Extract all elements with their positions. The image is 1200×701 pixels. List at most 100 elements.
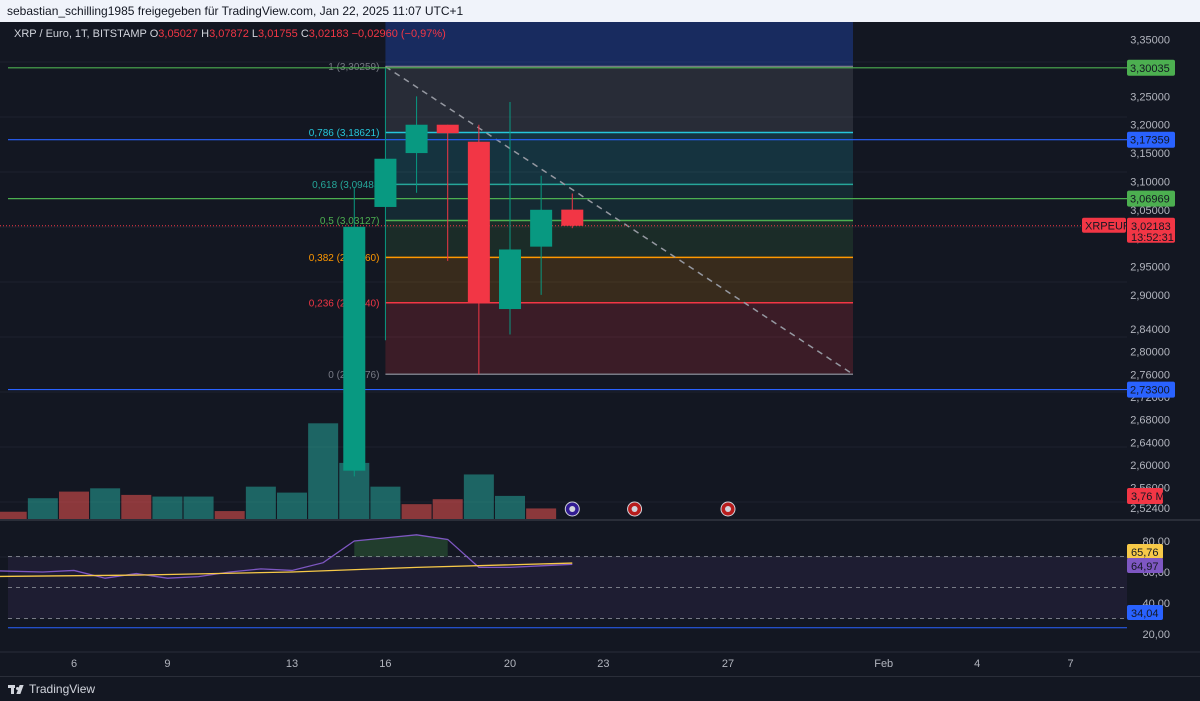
volume-bar: [495, 495, 525, 519]
candles: [343, 68, 584, 477]
volume-bar: [0, 511, 27, 519]
footer: TradingView: [0, 676, 1200, 701]
volume-bars: [0, 423, 557, 519]
y-tick-label: 2,80000: [1130, 347, 1170, 359]
price-axis: 3,350003,300003,250003,200003,150003,100…: [1082, 35, 1175, 515]
volume-bar: [370, 486, 401, 519]
y-tick-label: 2,52400: [1130, 503, 1170, 515]
price-line-tag: [1127, 190, 1175, 207]
fib-level-label: 0,618 (3,09485: [312, 180, 380, 191]
share-text: sebastian_schilling1985 freigegeben für …: [7, 4, 464, 18]
volume-bar: [277, 492, 307, 519]
candle-body: [405, 124, 428, 154]
price-line-tag-label: 3,30035: [1130, 63, 1170, 75]
candle-body: [436, 124, 459, 134]
volume-bar: [214, 511, 245, 519]
legend-open: 3,05027: [158, 28, 201, 40]
volume-bar: [463, 474, 494, 519]
fib-zone: [385, 132, 853, 185]
legend-low: 3,01755: [258, 28, 301, 40]
symbol-tag-label: XRPEUR: [1085, 220, 1131, 232]
horizontal-lines: [8, 67, 1127, 391]
chart-background: [0, 22, 1200, 676]
x-tick-label: 4: [974, 658, 980, 670]
fib-zone: [385, 220, 853, 258]
price-line-tag: [1127, 59, 1175, 76]
y-tick-label: 2,84000: [1130, 324, 1170, 336]
rsi-ma-tag: [1127, 544, 1163, 559]
rsi-tag-label: 64,97: [1131, 561, 1159, 573]
fib-zone: [385, 184, 853, 221]
legend-symbol: XRP / Euro, 1T, BITSTAMP: [14, 28, 150, 40]
x-tick-label: 9: [164, 658, 170, 670]
volume-bar: [401, 504, 432, 519]
legend-high: 3,07872: [209, 28, 252, 40]
legend-high-label: H: [201, 28, 209, 40]
price-line-tag-label: 2,73300: [1130, 385, 1170, 397]
y-tick-label: 2,60000: [1130, 460, 1170, 472]
volume-bar: [59, 491, 89, 519]
fib-zone: [385, 257, 853, 303]
y-tick-label: 3,35000: [1130, 35, 1170, 47]
fibonacci-retracement: 1 (3,30259)0,786 (3,18621)0,618 (3,09485…: [309, 22, 854, 381]
fib-zone: [385, 66, 853, 133]
price-line-tag-label: 3,17359: [1130, 135, 1170, 147]
volume-bar: [432, 499, 463, 519]
brand-label: TradingView: [29, 682, 96, 696]
candle-body: [530, 209, 553, 247]
candle-body: [374, 158, 397, 207]
volume-bar: [152, 496, 183, 519]
y-tick-label: 3,10000: [1130, 176, 1170, 188]
y-tick-label: 2,64000: [1130, 437, 1170, 449]
price-line-tag: [1127, 131, 1175, 148]
fib-top-band: [385, 22, 853, 67]
x-tick-label: 16: [379, 658, 391, 670]
countdown-label: 13:52:31: [1131, 232, 1174, 244]
legend-low-label: L: [252, 28, 258, 40]
price-line-tag-label: 3,06969: [1130, 194, 1170, 206]
price-line-tag: [1127, 381, 1175, 398]
x-tick-label: 27: [722, 658, 734, 670]
time-axis: 6 9 13 16 20 23 27 Feb 4 7: [71, 658, 1074, 670]
y-tick-label: 2,76000: [1130, 369, 1170, 381]
volume-tag-label: 3,76 M: [1131, 491, 1165, 503]
fib-level-label: 0,5 (3,03127): [320, 216, 380, 227]
volume-bar: [308, 423, 339, 519]
x-tick-label: 6: [71, 658, 77, 670]
candle-body: [561, 209, 584, 226]
fib-zone: [385, 302, 853, 375]
tradingview-logo-icon: [8, 684, 24, 694]
y-tick-label: 3,15000: [1130, 148, 1170, 160]
y-tick-label: 2,95000: [1130, 262, 1170, 274]
fib-level-label: 0,786 (3,18621): [309, 128, 380, 139]
rsi-tag: [1127, 558, 1163, 573]
x-tick-label: 7: [1068, 658, 1074, 670]
current-price-label: 3,02183: [1131, 221, 1171, 233]
volume-bar: [90, 488, 121, 519]
y-tick-label: 2,90000: [1130, 290, 1170, 302]
rsi-line: [0, 534, 573, 579]
y-tick-label: 3,05000: [1130, 205, 1170, 217]
price-chart[interactable]: 1 (3,30259)0,786 (3,18621)0,618 (3,09485…: [0, 22, 1200, 676]
legend-open-label: O: [150, 28, 159, 40]
tradingview-logo[interactable]: TradingView: [8, 682, 95, 696]
candle-body: [499, 249, 521, 310]
rsi-band-tag-label: 34,04: [1131, 608, 1159, 620]
lightning-icon-dot: [569, 506, 576, 512]
current-price-tag: [1127, 217, 1175, 243]
event-markers: [564, 501, 736, 517]
volume-bar: [121, 494, 152, 519]
y-tick-label: 2,68000: [1130, 415, 1170, 427]
share-header: sebastian_schilling1985 freigegeben für …: [0, 0, 1200, 22]
x-tick-label: 20: [504, 658, 516, 670]
legend-close-label: C: [301, 28, 309, 40]
rsi-tick-label: 20,00: [1142, 629, 1170, 641]
rsi-band-tag: [1127, 605, 1163, 620]
volume-tag: [1127, 488, 1163, 504]
dividend-icon-dot: [631, 506, 638, 512]
x-tick-label: 13: [286, 658, 298, 670]
y-tick-label: 3,25000: [1130, 91, 1170, 103]
x-tick-label: 23: [597, 658, 609, 670]
rsi-ma-line: [0, 562, 573, 578]
